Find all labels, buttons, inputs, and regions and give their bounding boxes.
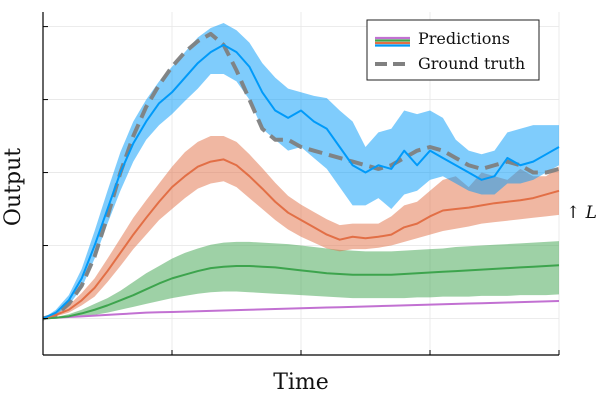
confidence-band-3 bbox=[43, 22, 559, 319]
legend-predictions-swatch bbox=[375, 36, 410, 47]
prediction-line-2 bbox=[42, 158, 560, 320]
arrow-L-annotation: ↑ L bbox=[566, 203, 597, 223]
legend-ground-truth-label: Ground truth bbox=[418, 54, 525, 73]
confidence-band-2 bbox=[43, 136, 559, 319]
ground-truth-line bbox=[42, 31, 560, 321]
legend: Predictions Ground truth bbox=[366, 19, 540, 81]
prediction-line-0 bbox=[42, 300, 560, 320]
axes bbox=[42, 12, 560, 356]
confidence-band-1 bbox=[43, 241, 559, 319]
x-axis-label: Time bbox=[273, 370, 329, 395]
series-lines bbox=[42, 31, 560, 321]
y-axis-label: Output bbox=[1, 148, 26, 226]
prediction-line-1 bbox=[42, 264, 560, 320]
confidence-bands bbox=[43, 22, 559, 319]
prediction-line-3 bbox=[42, 43, 560, 320]
legend-box bbox=[366, 19, 540, 81]
legend-predictions-label: Predictions bbox=[418, 29, 510, 48]
